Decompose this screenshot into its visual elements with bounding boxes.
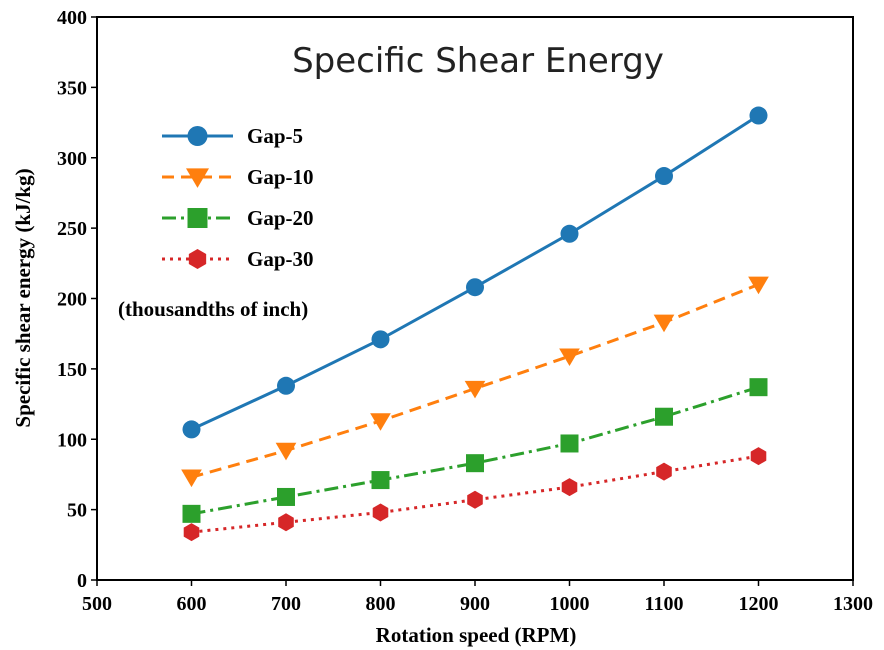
data-point xyxy=(560,224,579,243)
data-point xyxy=(370,413,391,431)
data-point xyxy=(372,503,389,522)
series-gap-30 xyxy=(183,447,767,542)
data-point xyxy=(560,434,579,453)
data-point xyxy=(278,513,294,532)
data-point xyxy=(182,420,201,439)
data-point xyxy=(655,407,673,426)
data-point xyxy=(277,487,295,506)
x-tick-label: 1300 xyxy=(833,593,873,615)
legend-label: Gap-10 xyxy=(247,165,314,189)
units-note: (thousandths of inch) xyxy=(118,297,308,321)
data-point xyxy=(466,454,484,473)
y-tick-label: 300 xyxy=(57,148,87,170)
data-point xyxy=(371,330,390,349)
data-point xyxy=(466,278,484,297)
series-gap-10 xyxy=(181,276,769,488)
data-point xyxy=(181,469,202,488)
x-tick-label: 700 xyxy=(271,593,301,615)
data-point xyxy=(275,442,297,461)
y-tick-label: 200 xyxy=(57,289,87,311)
data-point xyxy=(182,504,201,523)
data-point xyxy=(464,380,486,399)
legend-label: Gap-20 xyxy=(247,206,314,230)
x-tick-label: 500 xyxy=(82,593,112,615)
data-point xyxy=(656,462,672,481)
x-tick-label: 1000 xyxy=(550,593,590,615)
data-point xyxy=(467,490,483,509)
legend-marker xyxy=(186,168,209,188)
data-point xyxy=(749,106,768,125)
y-tick-label: 50 xyxy=(67,500,87,522)
chart-title: Specific Shear Energy xyxy=(292,41,664,81)
x-axis-label: Rotation speed (RPM) xyxy=(376,623,577,647)
y-axis-label: Specific shear energy (kJ/kg) xyxy=(11,168,35,427)
data-point xyxy=(749,378,768,397)
x-tick-label: 600 xyxy=(177,593,207,615)
data-point xyxy=(750,447,767,466)
data-point xyxy=(559,348,580,367)
y-tick-label: 400 xyxy=(57,7,87,29)
series-gap-20 xyxy=(182,378,768,523)
y-tick-label: 0 xyxy=(77,570,87,592)
data-point xyxy=(183,523,200,542)
data-point xyxy=(277,376,295,395)
data-point xyxy=(561,478,578,497)
x-tick-label: 1200 xyxy=(739,593,779,615)
data-point xyxy=(653,314,675,333)
legend-marker xyxy=(188,249,207,269)
legend-marker xyxy=(187,126,208,146)
x-tick-label: 900 xyxy=(460,593,490,615)
data-point xyxy=(748,276,769,295)
y-tick-label: 350 xyxy=(57,77,87,99)
legend-marker xyxy=(187,208,208,228)
y-tick-label: 250 xyxy=(57,218,87,240)
y-tick-label: 150 xyxy=(57,359,87,381)
data-point xyxy=(371,471,390,490)
legend-label: Gap-5 xyxy=(247,124,303,148)
x-tick-label: 800 xyxy=(366,593,396,615)
y-tick-label: 100 xyxy=(57,429,87,451)
series-gap-5 xyxy=(182,106,768,439)
x-tick-label: 1100 xyxy=(645,593,684,615)
data-point xyxy=(655,167,673,186)
legend-label: Gap-30 xyxy=(247,247,314,271)
